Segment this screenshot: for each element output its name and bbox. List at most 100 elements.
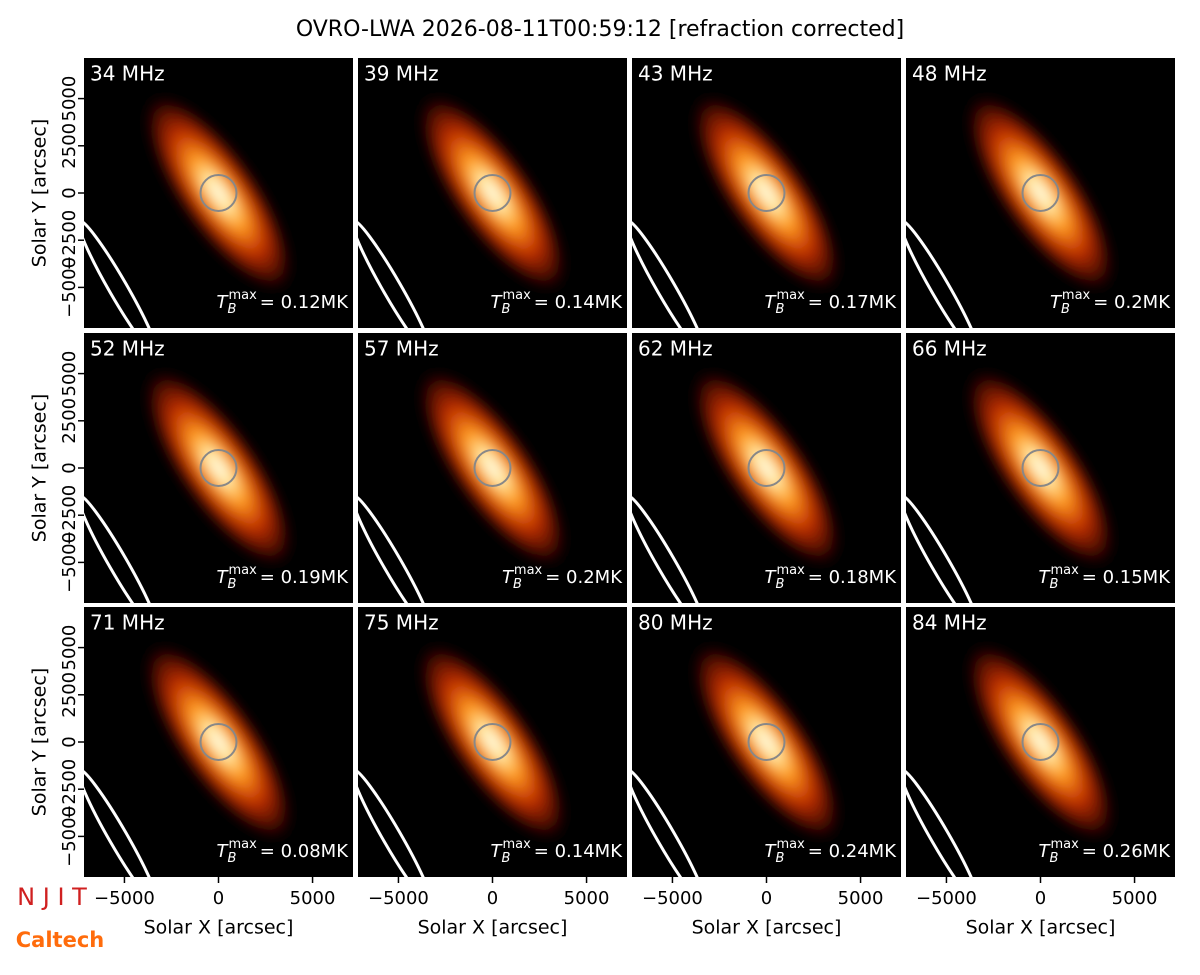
y-tick-label: 0 xyxy=(59,462,80,473)
peak-label: TBmax = 0.2MK xyxy=(502,563,623,592)
image xyxy=(358,367,569,603)
x-tick-label: −5000 xyxy=(642,888,703,909)
peak-sup: max xyxy=(1062,288,1091,303)
y-axis-label: Solar Y [arcsec] xyxy=(29,119,51,267)
frequency-label: 34 MHz xyxy=(90,62,165,86)
y-tick-label: 5000 xyxy=(59,625,80,671)
panel: 75 MHz TBmax = 0.14MK −5000 0 5000 Solar X [ar… xyxy=(358,607,627,939)
frequency-label: 57 MHz xyxy=(364,337,439,361)
emission xyxy=(690,367,843,569)
peak-symbol: T xyxy=(491,292,504,313)
frequency-label: 52 MHz xyxy=(90,337,165,361)
image xyxy=(358,92,569,328)
y-tick-label: −5000 xyxy=(59,257,80,318)
panel: 39 MHz TBmax = 0.14MK xyxy=(358,58,627,328)
beam xyxy=(632,218,708,328)
peak-value: = 0.26MK xyxy=(1082,841,1171,862)
peak-label: TBmax = 0.08MK xyxy=(217,837,350,866)
x-tick-label: 5000 xyxy=(290,888,336,909)
peak-sub: B xyxy=(776,851,785,866)
panel: 62 MHz TBmax = 0.18MK xyxy=(632,333,901,603)
peak-sub: B xyxy=(228,302,237,317)
peak-label: TBmax = 0.18MK xyxy=(765,563,898,592)
image xyxy=(84,92,295,328)
emission xyxy=(142,641,295,843)
peak-sub: B xyxy=(1050,577,1059,592)
peak-symbol: T xyxy=(491,841,504,862)
y-axis-label: Solar Y [arcsec] xyxy=(29,668,51,816)
solar-disk xyxy=(473,174,512,212)
beam xyxy=(358,493,434,603)
peak-value: = 0.19MK xyxy=(260,567,349,588)
solar-disk xyxy=(473,723,512,761)
peak-symbol: T xyxy=(765,292,778,313)
y-tick-label: 5000 xyxy=(59,351,80,397)
peak-label: TBmax = 0.19MK xyxy=(217,563,350,592)
beam xyxy=(632,767,708,877)
y-tick-label: 2500 xyxy=(59,672,80,718)
peak-sup: max xyxy=(776,288,805,303)
peak-label: TBmax = 0.26MK xyxy=(1039,837,1172,866)
peak-sub: B xyxy=(776,302,785,317)
x-tick-label: 5000 xyxy=(838,888,884,909)
peak-label: TBmax = 0.17MK xyxy=(765,288,898,317)
chart-title: OVRO-LWA 2026-08-11T00:59:12 [refraction… xyxy=(296,17,904,42)
peak-sup: max xyxy=(1050,837,1079,852)
image xyxy=(632,367,843,603)
emission xyxy=(964,367,1117,569)
y-tick-label: −5000 xyxy=(59,806,80,867)
peak-symbol: T xyxy=(217,292,230,313)
x-axis-label: Solar X [arcsec] xyxy=(692,917,842,939)
image xyxy=(632,92,843,328)
peak-sup: max xyxy=(1050,563,1079,578)
peak-sup: max xyxy=(776,563,805,578)
solar-disk xyxy=(199,723,238,761)
peak-value: = 0.2MK xyxy=(545,567,623,588)
frequency-label: 39 MHz xyxy=(364,62,439,86)
peak-sup: max xyxy=(514,563,543,578)
emission xyxy=(416,367,569,569)
peak-value: = 0.12MK xyxy=(260,292,349,313)
beam xyxy=(358,767,434,877)
x-tick-label: −5000 xyxy=(368,888,429,909)
x-tick-label: 5000 xyxy=(1112,888,1158,909)
peak-value: = 0.08MK xyxy=(260,841,349,862)
peak-sup: max xyxy=(502,837,531,852)
y-tick-label: 2500 xyxy=(59,123,80,169)
solar-disk xyxy=(747,449,786,487)
x-tick-label: −5000 xyxy=(94,888,155,909)
emission xyxy=(964,641,1117,843)
frequency-label: 71 MHz xyxy=(90,611,165,635)
solar-disk xyxy=(199,449,238,487)
peak-symbol: T xyxy=(502,567,515,588)
image xyxy=(84,367,295,603)
solar-disk xyxy=(1021,449,1060,487)
y-tick-label: −2500 xyxy=(59,485,80,546)
peak-symbol: T xyxy=(765,841,778,862)
solar-disk xyxy=(473,449,512,487)
x-axis-label: Solar X [arcsec] xyxy=(418,917,568,939)
emission xyxy=(416,92,569,294)
image xyxy=(906,367,1117,603)
solar-disk xyxy=(747,723,786,761)
x-tick-label: 0 xyxy=(761,888,772,909)
x-tick-label: 0 xyxy=(487,888,498,909)
beam xyxy=(84,218,160,328)
peak-sub: B xyxy=(502,302,511,317)
peak-sub: B xyxy=(513,577,522,592)
peak-value: = 0.24MK xyxy=(808,841,897,862)
peak-symbol: T xyxy=(1050,292,1063,313)
y-tick-label: −5000 xyxy=(59,532,80,593)
frequency-label: 43 MHz xyxy=(638,62,713,86)
peak-label: TBmax = 0.15MK xyxy=(1039,563,1172,592)
peak-sup: max xyxy=(776,837,805,852)
x-tick-label: 0 xyxy=(1035,888,1046,909)
logo-njit: N J I T xyxy=(17,883,87,911)
y-tick-label: −2500 xyxy=(59,759,80,820)
image xyxy=(632,641,843,877)
peak-sub: B xyxy=(1050,851,1059,866)
emission xyxy=(690,641,843,843)
peak-sup: max xyxy=(228,563,257,578)
beam xyxy=(906,767,982,877)
